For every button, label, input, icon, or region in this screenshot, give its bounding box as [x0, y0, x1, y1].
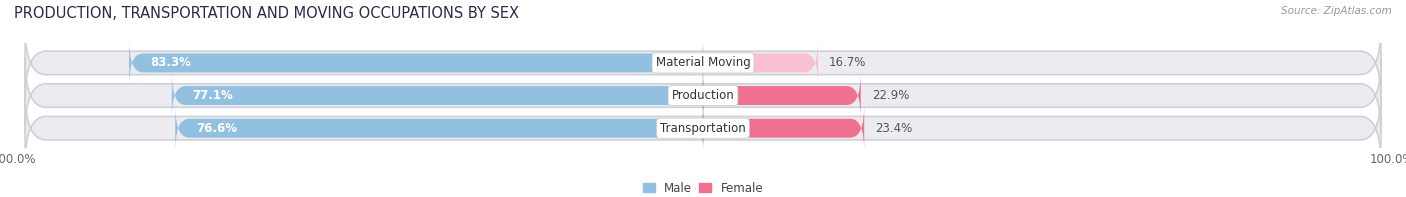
FancyBboxPatch shape: [703, 105, 865, 151]
FancyBboxPatch shape: [703, 72, 860, 119]
Text: 23.4%: 23.4%: [876, 122, 912, 135]
Text: Source: ZipAtlas.com: Source: ZipAtlas.com: [1281, 6, 1392, 16]
Legend: Male, Female: Male, Female: [638, 177, 768, 197]
FancyBboxPatch shape: [172, 72, 703, 119]
FancyBboxPatch shape: [703, 40, 818, 86]
FancyBboxPatch shape: [129, 40, 703, 86]
Text: Transportation: Transportation: [661, 122, 745, 135]
Text: 76.6%: 76.6%: [195, 122, 238, 135]
Text: PRODUCTION, TRANSPORTATION AND MOVING OCCUPATIONS BY SEX: PRODUCTION, TRANSPORTATION AND MOVING OC…: [14, 6, 519, 21]
Text: 77.1%: 77.1%: [193, 89, 233, 102]
Text: 83.3%: 83.3%: [150, 56, 191, 69]
FancyBboxPatch shape: [25, 58, 1381, 133]
FancyBboxPatch shape: [25, 91, 1381, 165]
Text: Material Moving: Material Moving: [655, 56, 751, 69]
Text: 16.7%: 16.7%: [830, 56, 866, 69]
Text: 22.9%: 22.9%: [872, 89, 910, 102]
FancyBboxPatch shape: [25, 26, 1381, 100]
FancyBboxPatch shape: [176, 105, 703, 151]
Text: Production: Production: [672, 89, 734, 102]
